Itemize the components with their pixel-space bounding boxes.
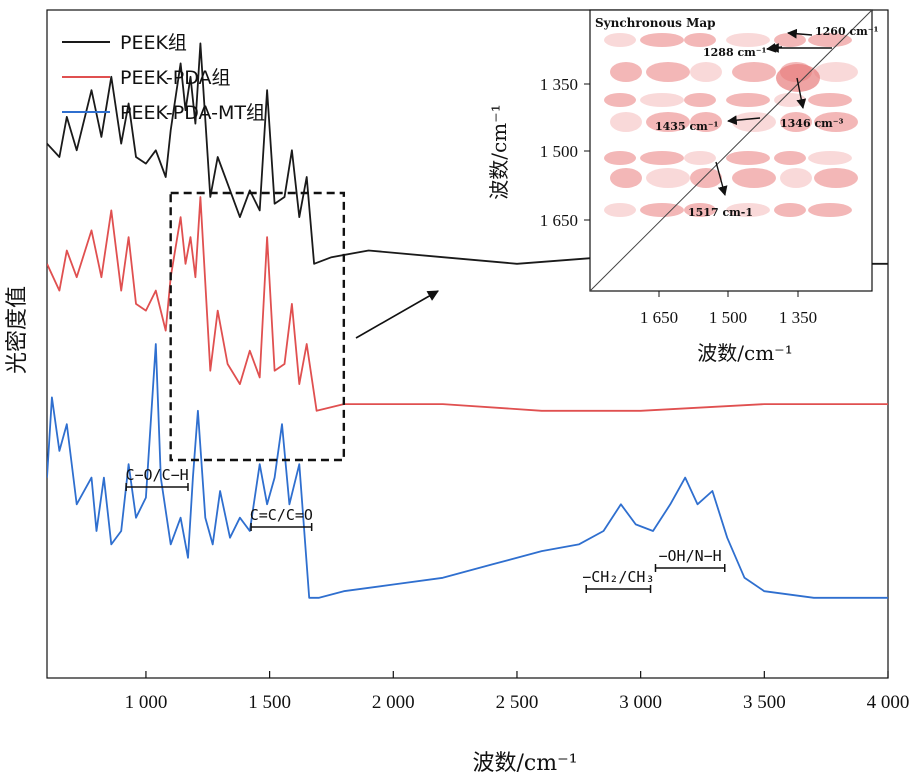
correlation-peak — [646, 112, 690, 132]
x-tick-label: 2 000 — [372, 692, 415, 713]
inset-peak-label: 1346 cm⁻³ — [780, 117, 844, 130]
x-tick-label: 3 000 — [619, 692, 662, 713]
correlation-peak — [684, 151, 716, 165]
zoom-arrow — [355, 290, 439, 339]
correlation-peak — [780, 168, 812, 188]
correlation-peak — [726, 151, 770, 165]
correlation-peak — [732, 62, 776, 82]
x-tick-label: 1 000 — [125, 692, 168, 713]
correlation-peak — [814, 168, 858, 188]
correlation-peak — [604, 151, 636, 165]
inset-x-ticks: 1 650 1 500 1 350 — [640, 291, 817, 327]
inset-peak-label: 1260 cm⁻¹ — [815, 25, 879, 38]
correlation-peak — [610, 168, 642, 188]
inset-peak-label: 1435 cm⁻¹ — [655, 120, 719, 133]
band-label: −CH₂/CH₃ — [582, 568, 654, 586]
legend: PEEK组 PEEK-PDA组 PEEK-PDA-MT组 — [62, 32, 265, 124]
inset-x-axis-title: 波数/cm⁻¹ — [697, 341, 792, 365]
series-line — [47, 343, 888, 599]
correlation-peak — [732, 168, 776, 188]
correlation-peak — [640, 203, 684, 217]
correlation-peak — [690, 62, 722, 82]
series-line — [47, 42, 888, 265]
correlation-peak — [684, 33, 716, 47]
correlation-peak — [808, 33, 852, 47]
inset-y-axis-title: 波数/cm⁻¹ — [487, 104, 511, 199]
y-axis-title: 光密度值 — [5, 286, 30, 374]
inset-peak-label: 1288 cm⁻¹ — [703, 46, 767, 59]
correlation-peak — [814, 62, 858, 82]
correlation-peak — [640, 33, 684, 47]
legend-label: PEEK-PDA-MT组 — [120, 102, 265, 124]
correlation-peak — [732, 112, 776, 132]
correlation-peak — [640, 151, 684, 165]
inset-title: Synchronous Map — [595, 16, 716, 30]
legend-label: PEEK-PDA组 — [120, 67, 231, 89]
correlation-peak — [726, 33, 770, 47]
correlation-peak — [808, 93, 852, 107]
band-label: C−O/C−H — [125, 466, 188, 484]
inset-x-tick-label: 1 650 — [640, 308, 678, 327]
correlation-peak — [604, 203, 636, 217]
correlation-peak — [610, 62, 642, 82]
x-axis-ticks: 1 000 1 500 2 000 2 500 3 000 3 500 4 000 — [125, 671, 910, 713]
correlation-peak — [776, 64, 820, 92]
inset-x-tick-label: 1 500 — [709, 308, 747, 327]
inset-diagonal — [589, 9, 873, 292]
correlation-peak — [646, 168, 690, 188]
x-tick-label: 1 500 — [248, 692, 291, 713]
correlation-peak — [780, 112, 812, 132]
correlation-peak — [808, 151, 852, 165]
series-line — [47, 196, 888, 412]
band-label: −OH/N−H — [659, 547, 722, 565]
correlation-peak — [610, 112, 642, 132]
correlation-peak — [604, 33, 636, 47]
legend-label: PEEK组 — [120, 32, 187, 54]
plot-frame — [46, 9, 889, 679]
inset-y-ticks: 1 350 1 500 1 650 — [540, 75, 590, 230]
correlation-peaks — [604, 33, 858, 217]
correlation-peak — [646, 62, 690, 82]
zoom-box — [169, 191, 346, 462]
inset-y-tick-label: 1 350 — [540, 75, 578, 94]
x-tick-label: 4 000 — [867, 692, 910, 713]
correlation-peak — [774, 203, 806, 217]
correlation-peak — [726, 93, 770, 107]
inset-y-tick-label: 1 650 — [540, 211, 578, 230]
correlation-peak — [690, 112, 722, 132]
inset-peak-label: 1517 cm-1 — [688, 206, 753, 219]
correlation-peak — [684, 203, 716, 217]
inset-y-tick-label: 1 500 — [540, 142, 578, 161]
x-axis-title: 波数/cm⁻¹ — [472, 751, 577, 776]
correlation-peak — [640, 93, 684, 107]
correlation-peak — [690, 168, 722, 188]
correlation-peak — [726, 203, 770, 217]
band-annotations: C−O/C−H C=C/C=O −CH₂/CH₃ −OH/N−H — [125, 466, 726, 593]
correlation-peak — [814, 112, 858, 132]
band-label: C=C/C=O — [250, 506, 313, 524]
correlation-peak — [774, 33, 806, 47]
correlation-peak — [684, 93, 716, 107]
correlation-peak — [808, 203, 852, 217]
synchronous-map-inset: Synchronous Map 1260 cm⁻¹ 1288 cm⁻¹ 1346… — [487, 9, 879, 365]
inset-x-tick-label: 1 350 — [779, 308, 817, 327]
series-layer — [47, 42, 888, 599]
x-tick-label: 2 500 — [496, 692, 539, 713]
correlation-peak — [604, 93, 636, 107]
x-tick-label: 3 500 — [743, 692, 786, 713]
correlation-peak — [774, 151, 806, 165]
